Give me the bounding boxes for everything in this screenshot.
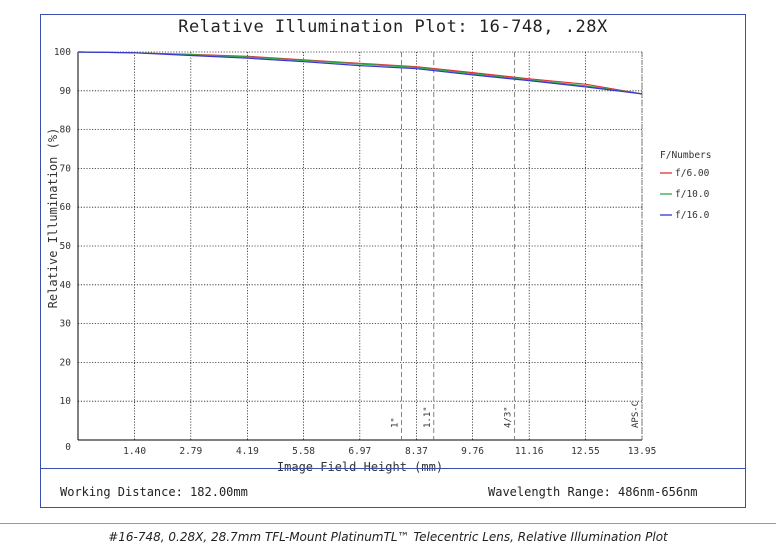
- legend-entry: f/10.0: [675, 189, 710, 200]
- x-tick-label: 11.16: [515, 446, 544, 457]
- y-tick-label: 90: [60, 86, 72, 97]
- x-tick-label: 2.79: [179, 446, 202, 457]
- y-tick-label: 100: [54, 47, 71, 58]
- y-tick-label: 40: [60, 280, 72, 291]
- x-tick-label: 12.55: [571, 446, 600, 457]
- y-tick-label: 70: [60, 163, 72, 174]
- y-axis-label: Relative Illumination (%): [46, 128, 60, 309]
- sensor-marker-label: 1": [390, 417, 400, 428]
- y-tick-label: 30: [60, 319, 72, 330]
- x-tick-label: 9.76: [461, 446, 484, 457]
- x-axis-label: Image Field Height (mm): [277, 460, 443, 474]
- y-tick-label: 0: [65, 442, 71, 453]
- sensor-marker-label: APS-C: [631, 401, 641, 428]
- x-tick-label: 5.58: [292, 446, 315, 457]
- x-tick-label: 6.97: [348, 446, 371, 457]
- y-tick-label: 60: [60, 202, 72, 213]
- legend-entry: f/16.0: [675, 210, 710, 221]
- x-tick-label: 8.37: [405, 446, 428, 457]
- sensor-marker-label: 4/3": [504, 406, 514, 428]
- y-tick-label: 20: [60, 357, 72, 368]
- chart-title: Relative Illumination Plot: 16-748, .28X: [178, 17, 608, 37]
- caption-rule: [0, 523, 776, 524]
- figure-caption: #16-748, 0.28X, 28.7mm TFL-Mount Platinu…: [108, 530, 668, 544]
- plot-frame: [40, 14, 746, 508]
- y-tick-label: 50: [60, 241, 72, 252]
- legend-title: F/Numbers: [660, 150, 711, 161]
- x-tick-label: 1.40: [123, 446, 146, 457]
- legend-entry: f/6.00: [675, 168, 710, 179]
- info-separator: [40, 468, 746, 469]
- wavelength-range-text: Wavelength Range: 486nm-656nm: [488, 485, 698, 499]
- working-distance-text: Working Distance: 182.00mm: [60, 485, 248, 499]
- y-tick-label: 10: [60, 396, 72, 407]
- x-tick-label: 4.19: [236, 446, 259, 457]
- sensor-marker-label: 1.1": [423, 406, 433, 428]
- series-line: [77, 51, 643, 95]
- x-tick-label: 13.95: [628, 446, 657, 457]
- y-tick-label: 80: [60, 125, 72, 136]
